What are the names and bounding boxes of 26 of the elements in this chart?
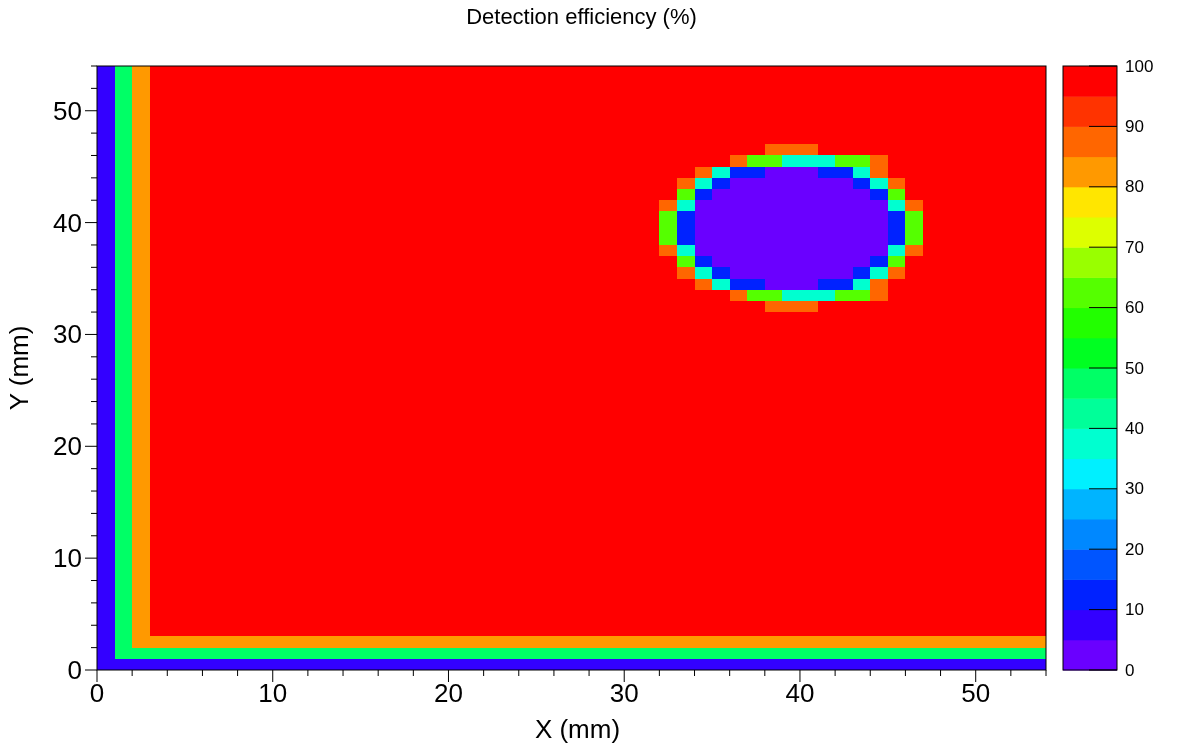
chart-title: Detection efficiency (%) xyxy=(466,4,697,29)
x-tick-label: 20 xyxy=(434,678,463,709)
color-bar-label: 70 xyxy=(1125,237,1144,257)
y-tick-label: 10 xyxy=(53,543,82,574)
color-bar-label: 40 xyxy=(1125,418,1144,438)
color-bar-label: 10 xyxy=(1125,600,1144,620)
color-bar-label: 100 xyxy=(1125,56,1154,76)
color-bar-label: 50 xyxy=(1125,358,1144,378)
y-tick-label: 0 xyxy=(67,655,82,685)
y-tick-label: 50 xyxy=(53,95,82,126)
color-bar-label: 30 xyxy=(1125,479,1144,499)
color-bar-label: 60 xyxy=(1125,298,1144,318)
color-bar-label: 80 xyxy=(1125,177,1144,197)
y-tick-label: 30 xyxy=(53,319,82,350)
x-tick-label: 40 xyxy=(785,678,815,709)
color-bar-label: 0 xyxy=(1125,660,1135,680)
y-tick-label: 20 xyxy=(53,431,82,462)
color-bar-label: 20 xyxy=(1125,539,1144,559)
x-tick-label: 50 xyxy=(961,678,991,709)
x-axis-title: X (mm) xyxy=(534,714,621,744)
y-tick-label: 40 xyxy=(53,207,82,238)
x-tick-label: 10 xyxy=(258,678,288,709)
x-tick-label: 30 xyxy=(609,678,639,709)
y-axis-title: Y (mm) xyxy=(4,325,34,411)
x-tick-label: 0 xyxy=(89,678,105,709)
color-bar-label: 90 xyxy=(1125,116,1144,136)
